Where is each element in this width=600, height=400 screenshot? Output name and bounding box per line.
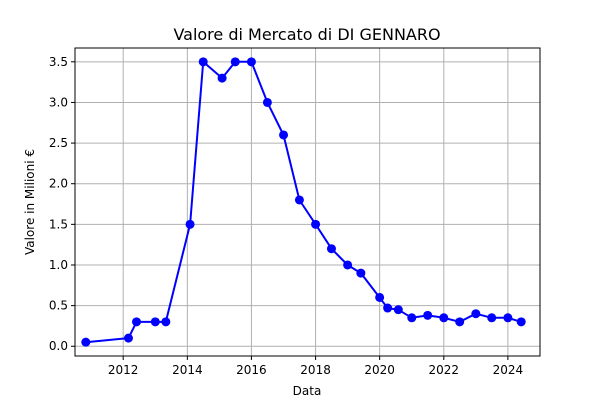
x-tick-label: 2022 xyxy=(429,363,460,377)
y-tick-label: 3.5 xyxy=(49,55,68,69)
y-tick-label: 2.0 xyxy=(49,177,68,191)
data-point-marker xyxy=(375,292,385,302)
y-tick-label: 1.0 xyxy=(49,258,68,272)
data-point-marker xyxy=(262,97,272,107)
data-point-marker xyxy=(516,317,526,327)
data-point-marker xyxy=(471,309,481,319)
data-point-marker xyxy=(439,313,449,323)
data-point-marker xyxy=(455,317,465,327)
data-point-marker xyxy=(150,317,160,327)
data-point-marker xyxy=(503,313,513,323)
chart-title: Valore di Mercato di DI GENNARO xyxy=(173,25,440,44)
y-tick-label: 2.5 xyxy=(49,136,68,150)
data-point-marker xyxy=(279,130,289,140)
plot-frame xyxy=(74,47,541,357)
y-tick-label: 1.5 xyxy=(49,217,68,231)
series-line xyxy=(85,60,522,344)
x-tick-label: 2014 xyxy=(172,363,203,377)
x-axis-label: Data xyxy=(293,384,322,398)
data-point-marker xyxy=(393,305,403,315)
data-point-marker xyxy=(198,57,208,67)
x-tick-label: 2020 xyxy=(364,363,395,377)
y-tick-label: 0.0 xyxy=(49,339,68,353)
data-point-marker xyxy=(230,57,240,67)
data-point-marker xyxy=(246,57,256,67)
x-tick-label: 2018 xyxy=(300,363,331,377)
data-point-marker xyxy=(356,268,366,278)
data-point-marker xyxy=(407,313,417,323)
y-tick-label: 0.5 xyxy=(49,299,68,313)
y-axis-label: Valore in Milioni € xyxy=(23,149,37,255)
data-point-marker xyxy=(326,244,336,254)
data-point-marker xyxy=(294,195,304,205)
y-tick-label: 3.0 xyxy=(49,95,68,109)
data-point-marker xyxy=(161,317,171,327)
data-point-marker xyxy=(343,260,353,270)
x-tick-label: 2024 xyxy=(493,363,524,377)
data-point-marker xyxy=(217,73,227,83)
data-point-marker xyxy=(487,313,497,323)
data-point-marker xyxy=(81,337,91,347)
data-point-marker xyxy=(123,333,133,343)
data-point-marker xyxy=(383,303,393,313)
data-point-marker xyxy=(423,310,433,320)
series-layer xyxy=(81,57,526,347)
ticks: 2012 2014 2016 2018 2020 2022 2024 0.0 0.5 1.0 1.5… xyxy=(49,55,523,377)
data-point-marker xyxy=(185,219,195,229)
x-tick-label: 2012 xyxy=(108,363,139,377)
x-tick-label: 2016 xyxy=(236,363,267,377)
data-point-marker xyxy=(132,317,142,327)
grid xyxy=(75,48,540,356)
data-point-marker xyxy=(311,219,321,229)
